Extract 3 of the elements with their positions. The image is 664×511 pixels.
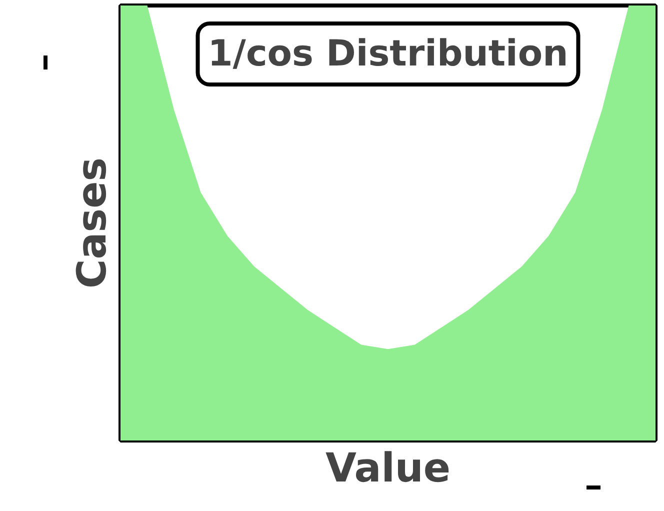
y-axis-title: Cases bbox=[70, 157, 116, 289]
text: 1/cos Distribution bbox=[208, 34, 568, 74]
x-axis-title: Value bbox=[325, 446, 451, 492]
